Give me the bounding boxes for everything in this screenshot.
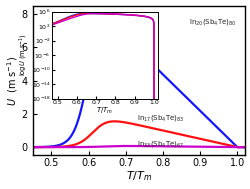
Text: In$_{33}$(Sb$_4$Te)$_{67}$: In$_{33}$(Sb$_4$Te)$_{67}$ bbox=[136, 139, 183, 149]
Text: In$_{17}$(Sb$_4$Te)$_{83}$: In$_{17}$(Sb$_4$Te)$_{83}$ bbox=[136, 113, 184, 123]
Y-axis label: $U$  (m s$^{-1}$): $U$ (m s$^{-1}$) bbox=[6, 55, 20, 106]
Text: In$_{20}$(Sb$_4$Te)$_{80}$: In$_{20}$(Sb$_4$Te)$_{80}$ bbox=[188, 17, 235, 27]
X-axis label: $T/T_m$: $T/T_m$ bbox=[125, 170, 151, 184]
